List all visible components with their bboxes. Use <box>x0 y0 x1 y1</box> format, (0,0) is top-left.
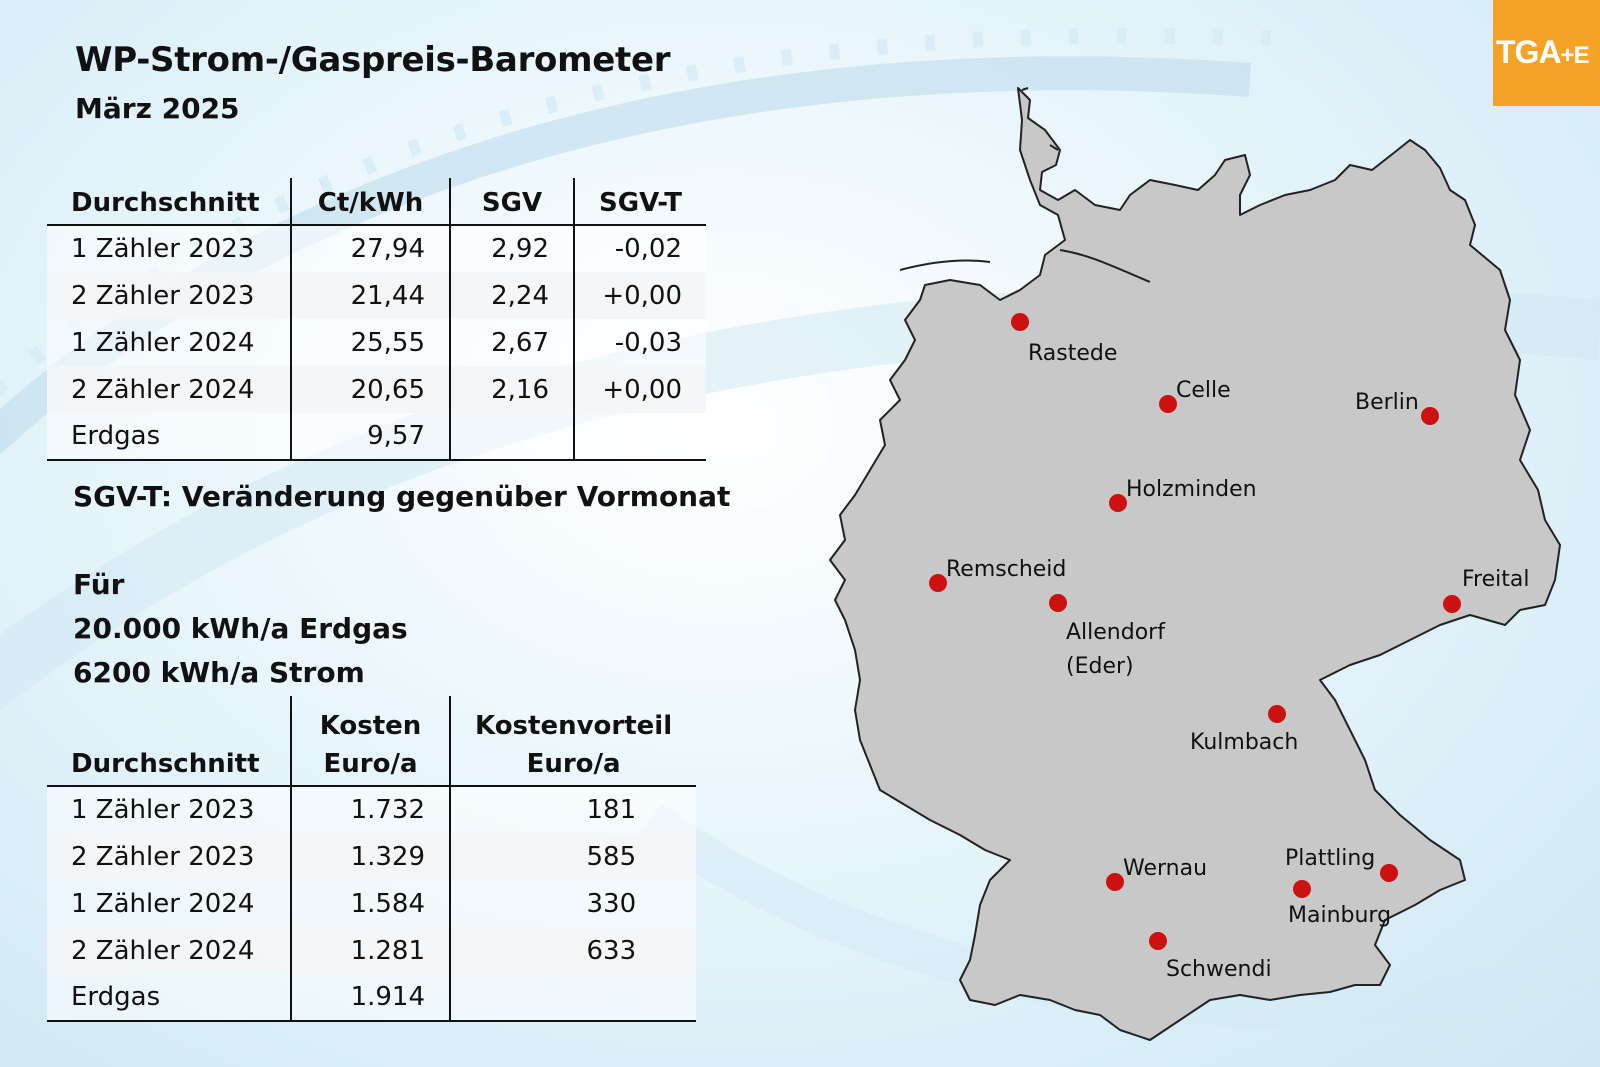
cell-kosten: 1.281 <box>291 927 451 974</box>
col-header-durchschnitt: Durchschnitt <box>47 741 292 787</box>
table-row: 2 Zähler 2024 1.281 633 <box>47 927 697 974</box>
table-row: 1 Zähler 2023 1.732 181 <box>47 786 697 833</box>
city-label-wernau: Wernau <box>1123 856 1207 881</box>
cost-table: Kosten Kostenvorteil Durchschnitt Euro/a… <box>47 696 697 1022</box>
cell-ct-kwh: 21,44 <box>291 272 451 319</box>
cell-ct-kwh: 25,55 <box>291 319 451 366</box>
row-label: Erdgas <box>47 974 292 1022</box>
elbe-river <box>1059 249 1151 283</box>
cell-sgv-t <box>574 413 707 461</box>
coastline-islands <box>899 87 1059 271</box>
cell-sgv: 2,24 <box>450 272 575 319</box>
cell-sgv-t: -0,03 <box>574 319 707 366</box>
city-marker-kulmbach <box>1268 705 1286 723</box>
city-marker-freital <box>1443 595 1461 613</box>
city-label-celle: Celle <box>1176 378 1231 403</box>
page-subtitle: März 2025 <box>75 92 240 125</box>
city-label-mainburg: Mainburg <box>1288 903 1391 928</box>
cell-kostenvorteil: 330 <box>450 880 697 927</box>
col-header-kosten: Kosten <box>291 696 451 741</box>
city-marker-plattling <box>1380 864 1398 882</box>
table-row: Erdgas 9,57 <box>47 413 707 461</box>
row-label: 2 Zähler 2023 <box>47 272 292 319</box>
row-label: Erdgas <box>47 413 292 461</box>
city-label-schwendi: Schwendi <box>1166 957 1272 982</box>
city-marker-holzminden <box>1109 494 1127 512</box>
city-label-rastede: Rastede <box>1028 341 1117 366</box>
cell-sgv-t: +0,00 <box>574 272 707 319</box>
info-line: 6200 kWh/a Strom <box>73 656 365 689</box>
cell-sgv: 2,16 <box>450 366 575 413</box>
row-label: 2 Zähler 2024 <box>47 927 292 974</box>
city-marker-schwendi <box>1149 932 1167 950</box>
table-row: 2 Zähler 2024 20,65 2,16 +0,00 <box>47 366 707 413</box>
city-label-berlin: Berlin <box>1355 390 1419 415</box>
germany-land <box>829 87 1561 1041</box>
cell-kostenvorteil: 585 <box>450 833 697 880</box>
row-label: 2 Zähler 2023 <box>47 833 292 880</box>
cell-kosten: 1.584 <box>291 880 451 927</box>
col-header-kostenvorteil-unit: Euro/a <box>450 741 697 787</box>
city-marker-allendorf <box>1049 594 1067 612</box>
city-label-allendorf-line2: (Eder) <box>1066 654 1134 679</box>
row-label: 1 Zähler 2024 <box>47 319 292 366</box>
cell-sgv: 2,92 <box>450 225 575 272</box>
cell-sgv-t: +0,00 <box>574 366 707 413</box>
cell-sgv-t: -0,02 <box>574 225 707 272</box>
city-label-allendorf: Allendorf <box>1066 620 1166 645</box>
table-row: Erdgas 1.914 <box>47 974 697 1022</box>
price-table: Durchschnitt Ct/kWh SGV SGV-T 1 Zähler 2… <box>47 178 707 461</box>
table-row: 1 Zähler 2023 27,94 2,92 -0,02 <box>47 225 707 272</box>
cell-kostenvorteil: 633 <box>450 927 697 974</box>
page-title: WP-Strom-/Gaspreis-Barometer <box>75 40 671 80</box>
cell-ct-kwh: 20,65 <box>291 366 451 413</box>
city-label-plattling: Plattling <box>1285 846 1375 871</box>
cell-kosten: 1.329 <box>291 833 451 880</box>
table-row: 1 Zähler 2024 1.584 330 <box>47 880 697 927</box>
sgv-t-note: SGV-T: Veränderung gegenüber Vormonat <box>73 480 731 513</box>
table-row: 2 Zähler 2023 1.329 585 <box>47 833 697 880</box>
col-header-kosten-unit: Euro/a <box>291 741 451 787</box>
col-header-top-empty <box>47 696 292 741</box>
city-label-holzminden: Holzminden <box>1126 477 1257 502</box>
city-marker-celle <box>1159 395 1177 413</box>
table-row: 2 Zähler 2023 21,44 2,24 +0,00 <box>47 272 707 319</box>
row-label: 1 Zähler 2024 <box>47 880 292 927</box>
tga-logo: TGA+E <box>1493 0 1600 106</box>
row-label: 2 Zähler 2024 <box>47 366 292 413</box>
col-header-durchschnitt: Durchschnitt <box>47 178 292 226</box>
city-label-freital: Freital <box>1462 567 1529 592</box>
logo-text: TGA+E <box>1496 34 1590 70</box>
cell-sgv: 2,67 <box>450 319 575 366</box>
col-header-ct-kwh: Ct/kWh <box>291 178 451 226</box>
row-label: 1 Zähler 2023 <box>47 225 292 272</box>
cell-kosten: 1.914 <box>291 974 451 1022</box>
col-header-kostenvorteil: Kostenvorteil <box>475 711 673 741</box>
col-header-sgv: SGV <box>450 178 575 226</box>
city-marker-remscheid <box>929 574 947 592</box>
info-line: 20.000 kWh/a Erdgas <box>73 612 408 645</box>
cell-kostenvorteil <box>450 974 697 1022</box>
city-label-kulmbach: Kulmbach <box>1190 730 1298 755</box>
col-header-sgv-t: SGV-T <box>574 178 707 226</box>
row-label: 1 Zähler 2023 <box>47 786 292 833</box>
cell-ct-kwh: 27,94 <box>291 225 451 272</box>
city-marker-wernau <box>1106 873 1124 891</box>
city-marker-mainburg <box>1293 880 1311 898</box>
city-marker-rastede <box>1011 313 1029 331</box>
info-line: Für <box>73 568 125 601</box>
city-markers: Rastede Celle Berlin Holzminden Remscheid All… <box>929 313 1529 982</box>
city-label-remscheid: Remscheid <box>946 557 1066 582</box>
cell-sgv <box>450 413 575 461</box>
cell-kostenvorteil: 181 <box>450 786 697 833</box>
cell-kosten: 1.732 <box>291 786 451 833</box>
cell-ct-kwh: 9,57 <box>291 413 451 461</box>
city-marker-berlin <box>1421 407 1439 425</box>
table-row: 1 Zähler 2024 25,55 2,67 -0,03 <box>47 319 707 366</box>
